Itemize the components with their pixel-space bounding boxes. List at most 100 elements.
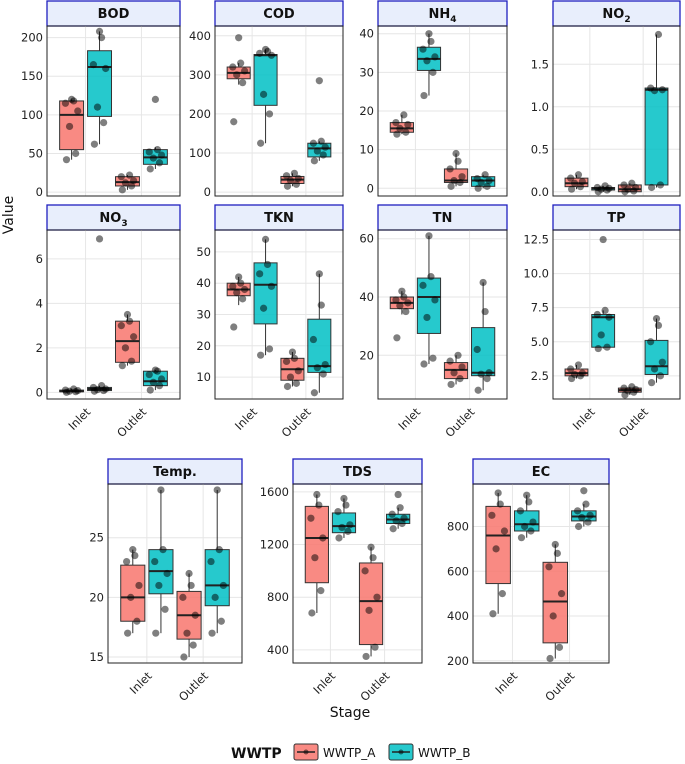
data-point — [334, 508, 342, 516]
box-cod-wwtp-a-outlet — [280, 169, 305, 190]
data-point — [396, 504, 404, 512]
data-point — [389, 525, 397, 533]
data-point — [127, 357, 136, 365]
data-point — [100, 118, 108, 127]
data-point — [151, 557, 159, 566]
x-tick-label-tds: Outlet — [357, 669, 392, 704]
y-tick-label-cod: 400 — [189, 29, 211, 43]
data-point — [593, 183, 601, 192]
data-point — [365, 606, 373, 614]
box-nh4-wwtp-a-inlet — [389, 111, 414, 138]
data-point — [235, 34, 243, 42]
data-point — [450, 369, 458, 377]
data-point — [161, 605, 169, 613]
box-temp-wwtp-b-inlet — [148, 486, 174, 637]
box-temp-wwtp-a-outlet — [176, 569, 202, 661]
data-point — [338, 523, 346, 532]
x-tick-label-tkn: Outlet — [279, 405, 314, 440]
y-tick-label-tds: 800 — [267, 590, 289, 604]
data-point — [179, 593, 187, 601]
data-point — [95, 27, 104, 36]
y-tick-label-cod: 0 — [204, 185, 211, 199]
data-point — [481, 307, 489, 316]
data-point — [551, 540, 559, 549]
data-point — [398, 287, 406, 295]
data-point — [62, 156, 71, 164]
data-point — [394, 490, 402, 499]
data-point — [494, 489, 502, 497]
data-point — [157, 375, 166, 383]
data-point — [313, 364, 321, 372]
data-point — [392, 517, 400, 525]
data-point — [311, 554, 319, 562]
y-tick-label-bod: 100 — [21, 108, 43, 122]
data-point — [294, 174, 302, 183]
data-point — [419, 45, 427, 53]
strip-title-temp: Temp. — [153, 465, 197, 480]
data-point — [574, 361, 583, 369]
data-point — [217, 617, 225, 625]
data-point — [473, 345, 481, 354]
panel-border-bod — [46, 25, 181, 197]
strip-title-sub: 3 — [121, 219, 127, 229]
y-tick-label-no2: 0.5 — [531, 142, 549, 156]
data-point — [392, 118, 400, 127]
y-tick-label-tp: 2.5 — [531, 369, 549, 383]
data-point — [500, 527, 509, 535]
data-point — [70, 385, 78, 393]
box-tds-wwtp-b-outlet — [386, 490, 411, 533]
y-tick-label-cod: 300 — [189, 68, 211, 82]
box-nh4-wwtp-a-outlet — [443, 149, 469, 190]
strip-title-no3: NO3 — [99, 211, 127, 229]
data-point — [131, 552, 139, 560]
data-point — [153, 146, 162, 154]
y-tick-label-tkn: 10 — [196, 370, 211, 384]
data-point — [396, 124, 404, 132]
data-point — [373, 593, 381, 601]
data-point — [283, 182, 292, 190]
y-tick-label-cod: 200 — [189, 107, 211, 121]
y-tick-label-no3: 0 — [36, 385, 43, 399]
data-point — [545, 563, 553, 571]
y-tick-label-nh4: 0 — [367, 181, 374, 195]
legend-item-wwtp-b: WWTP_B — [388, 743, 471, 761]
y-tick-label-no3: 4 — [36, 296, 43, 310]
strip-title-main: TDS — [343, 465, 372, 480]
data-point — [292, 180, 300, 188]
data-point — [151, 366, 159, 374]
data-point — [61, 99, 70, 107]
data-point — [620, 384, 628, 392]
data-point — [261, 235, 270, 243]
box-body — [485, 505, 511, 585]
data-point — [580, 487, 588, 495]
y-tick-label-tp: 5.0 — [531, 335, 549, 349]
data-point — [259, 304, 268, 312]
strip-title-no2: NO2 — [602, 7, 630, 25]
data-point — [309, 335, 318, 344]
box-body — [644, 87, 669, 186]
data-point — [61, 386, 70, 394]
data-point — [371, 643, 379, 651]
panel-border-tds — [292, 483, 423, 664]
strip-title-cod: COD — [263, 7, 295, 22]
data-point — [404, 120, 412, 129]
data-point — [447, 380, 455, 389]
data-point — [454, 157, 462, 165]
data-point — [123, 310, 132, 319]
panels: BOD050100150200COD0100200300400NH4010203… — [21, 0, 681, 704]
data-point — [402, 307, 410, 316]
y-tick-label-tkn: 50 — [196, 245, 211, 259]
box-ec-wwtp-a-inlet — [485, 489, 511, 618]
y-tick-label-no2: 1.0 — [531, 100, 549, 114]
data-point — [68, 95, 76, 104]
panel-border-tp — [552, 229, 681, 400]
data-point — [647, 338, 655, 346]
data-point — [647, 84, 655, 92]
data-point — [123, 557, 131, 566]
panel-bod: BOD 0 50 100 150 200 — [21, 0, 181, 199]
data-point — [574, 171, 583, 179]
x-tick-label-ec: Inlet — [492, 669, 520, 697]
data-point — [130, 333, 138, 341]
data-point — [431, 53, 439, 61]
y-tick-label-tkn: 30 — [196, 308, 211, 322]
